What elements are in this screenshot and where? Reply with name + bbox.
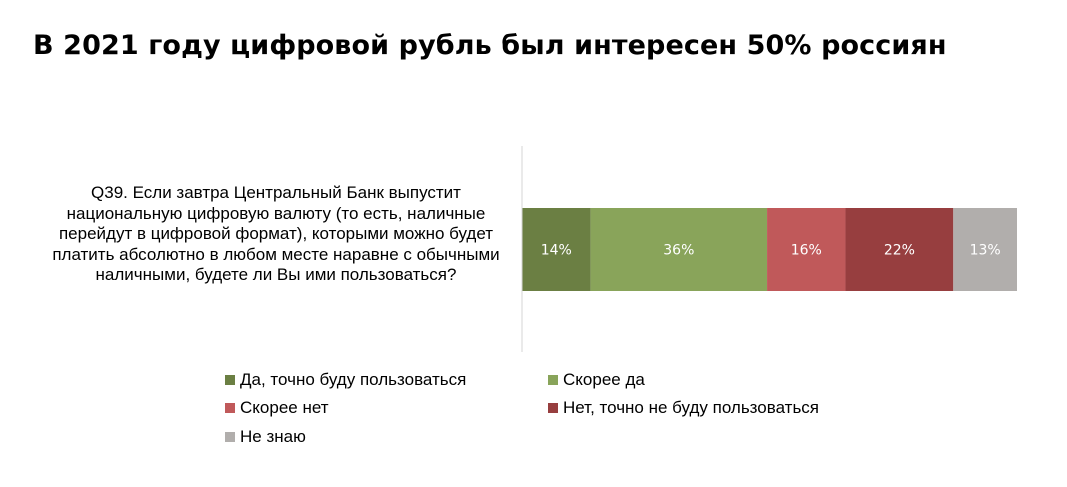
bar-segment-4 [953, 208, 1017, 291]
question-text: Q39. Если завтра Центральный Банк выпуст… [52, 183, 500, 284]
bar-segment-label-1: 36% [663, 243, 694, 259]
bar-segment-label-3: 22% [884, 243, 915, 259]
bar-segment-label-0: 14% [541, 243, 572, 259]
bar-segment-2 [767, 208, 846, 291]
bar-segment-label-2: 16% [791, 243, 822, 259]
bar-segment-3 [845, 208, 954, 291]
bar-segment-label-4: 13% [970, 243, 1001, 259]
chart-title: В 2021 году цифровой рубль был интересен… [33, 30, 947, 61]
bar-segment-1 [590, 208, 768, 291]
bar-segment-0 [522, 208, 591, 291]
